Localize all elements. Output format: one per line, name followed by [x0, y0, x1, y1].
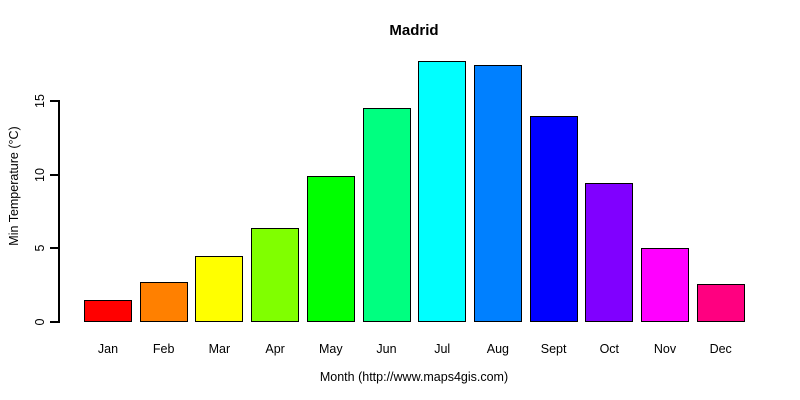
x-tick-label-nov: Nov [653, 342, 677, 356]
y-tick-mark-5 [50, 247, 58, 250]
x-tick-label-dec: Dec [709, 342, 732, 356]
bar-feb [139, 282, 188, 322]
x-tick-label-jul: Jul [434, 342, 451, 356]
bar-jul [418, 60, 467, 322]
y-axis-title: Min Temperature (°C) [7, 126, 21, 246]
y-tick-label-0: 0 [33, 318, 47, 326]
y-tick-mark-15 [50, 99, 58, 102]
bar-apr [251, 227, 300, 322]
x-tick-label-feb: Feb [152, 342, 175, 356]
chart-title: Madrid [389, 22, 439, 39]
x-tick-label-jun: Jun [376, 342, 397, 356]
bar-aug [473, 65, 522, 322]
x-tick-label-apr: Apr [265, 342, 285, 356]
x-tick-label-jan: Jan [97, 342, 119, 356]
y-tick-label-10: 10 [33, 167, 47, 182]
x-tick-label-sept: Sept [540, 342, 567, 356]
bar-oct [585, 183, 634, 322]
x-tick-label-oct: Oct [599, 342, 620, 356]
y-tick-mark-0 [50, 321, 58, 323]
bar-jun [362, 108, 411, 322]
bar-nov [641, 248, 689, 322]
x-tick-label-mar: Mar [208, 342, 231, 356]
y-tick-label-15: 15 [33, 93, 47, 108]
bar-dec [696, 283, 745, 322]
y-tick-label-5: 5 [33, 244, 47, 252]
x-tick-label-aug: Aug [486, 342, 510, 356]
bar-mar [195, 255, 244, 322]
bar-sept [529, 115, 578, 322]
bar-jan [84, 299, 132, 322]
x-axis-title: Month (http://www.maps4gis.com) [319, 370, 509, 384]
bar-may [306, 175, 355, 322]
y-axis-line [58, 100, 60, 323]
x-tick-label-may: May [318, 342, 343, 356]
y-tick-mark-10 [50, 173, 58, 176]
